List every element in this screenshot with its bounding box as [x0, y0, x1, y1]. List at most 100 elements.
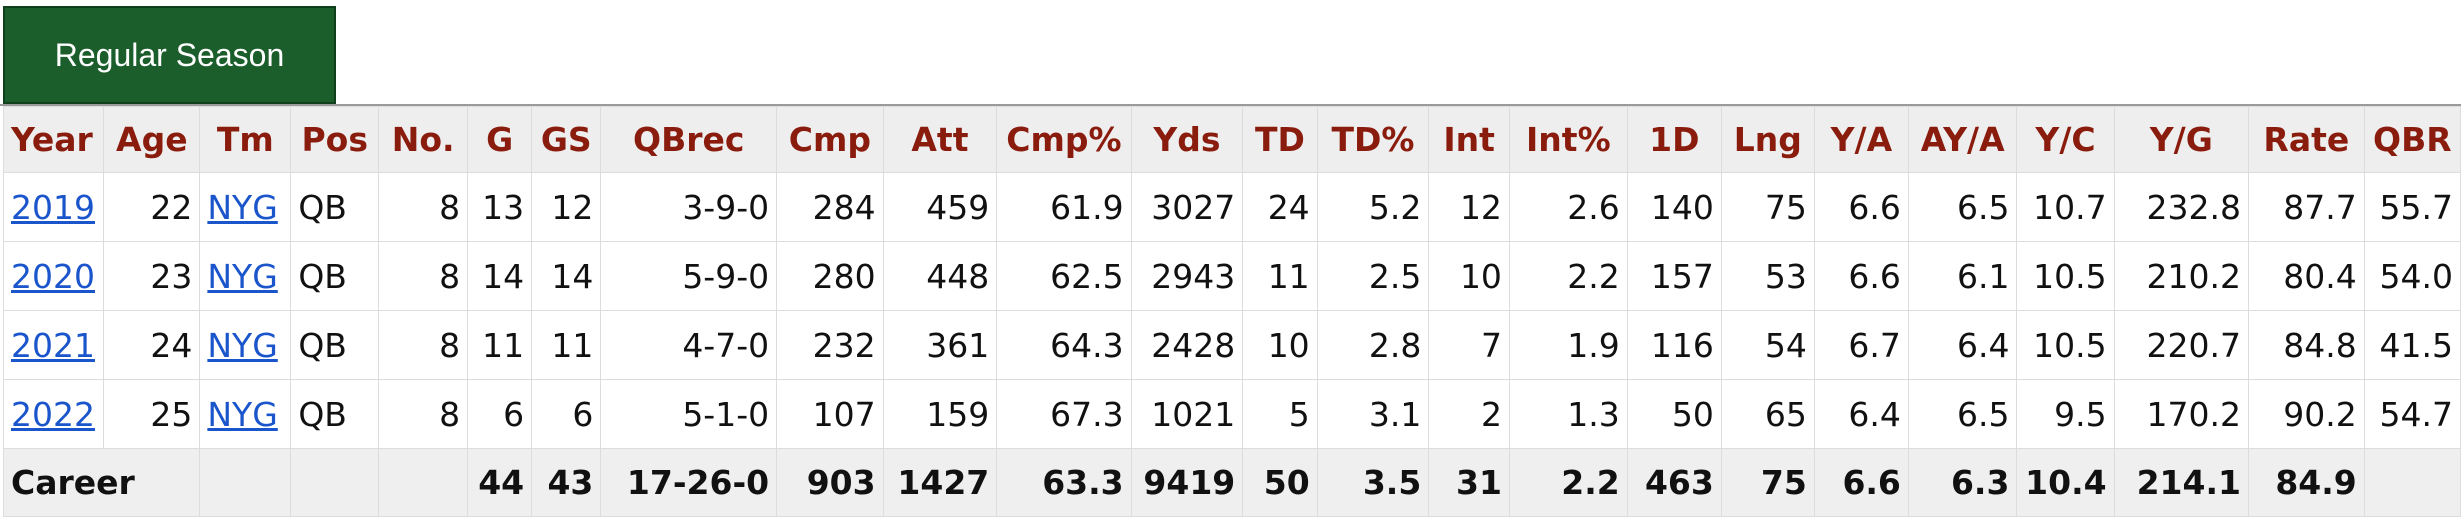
cell-year[interactable]: 2019 [2, 172, 105, 242]
cell-yc: 10.5 [2016, 310, 2115, 380]
cell-team[interactable]: NYG [199, 241, 292, 311]
col-header-year[interactable]: Year [2, 106, 105, 173]
team-link[interactable]: NYG [207, 325, 278, 365]
cell-aya: 6.1 [1907, 241, 2018, 311]
cell-lng: 54 [1720, 310, 1815, 380]
col-header-att[interactable]: Att [882, 106, 998, 173]
cell-qbrec: 3-9-0 [600, 172, 778, 242]
year-link[interactable]: 2021 [11, 325, 95, 365]
cell-yg: 220.7 [2113, 310, 2249, 380]
col-header-qbr[interactable]: QBR [2363, 106, 2461, 173]
col-header-aya[interactable]: AY/A [1907, 106, 2018, 173]
col-header-td-pct[interactable]: TD% [1316, 106, 1430, 173]
cell-team[interactable]: NYG [199, 172, 292, 242]
cell-gs: 6 [531, 379, 602, 449]
cell-team[interactable]: NYG [199, 310, 292, 380]
cell-td: 24 [1242, 172, 1318, 242]
career-td-pct: 3.5 [1316, 448, 1430, 517]
cell-pos: QB [290, 310, 380, 380]
cell-no: 8 [378, 172, 469, 242]
col-header-ya[interactable]: Y/A [1813, 106, 1909, 173]
col-header-int-pct[interactable]: Int% [1508, 106, 1628, 173]
cell-ya: 6.4 [1813, 379, 1909, 449]
cell-cmp: 280 [776, 241, 884, 311]
cell-qbr: 41.5 [2363, 310, 2461, 380]
col-header-int[interactable]: Int [1428, 106, 1510, 173]
cell-cmp-pct: 67.3 [996, 379, 1132, 449]
year-link[interactable]: 2019 [11, 187, 95, 227]
col-header-g[interactable]: G [467, 106, 533, 173]
header-divider [0, 104, 2461, 106]
career-g: 44 [467, 448, 533, 517]
cell-1d: 50 [1626, 379, 1722, 449]
cell-pos: QB [290, 241, 380, 311]
cell-1d: 116 [1626, 310, 1722, 380]
year-link[interactable]: 2022 [11, 394, 95, 434]
cell-int-pct: 1.3 [1508, 379, 1628, 449]
cell-int: 12 [1428, 172, 1510, 242]
cell-att: 159 [882, 379, 998, 449]
team-link[interactable]: NYG [207, 187, 278, 227]
cell-no: 8 [378, 310, 469, 380]
col-header-yds[interactable]: Yds [1130, 106, 1244, 173]
year-link[interactable]: 2020 [11, 256, 95, 296]
col-header-rate[interactable]: Rate [2247, 106, 2365, 173]
cell-qbrec: 5-1-0 [600, 379, 778, 449]
col-header-cmp[interactable]: Cmp [776, 106, 884, 173]
table-row: 2019 22 NYG QB 8 13 12 3-9-0 284 459 61.… [2, 172, 2461, 242]
stats-table: Year Age Tm Pos No. G GS QBrec Cmp Att C… [2, 106, 2461, 517]
cell-yc: 10.5 [2016, 241, 2115, 311]
cell-yc: 10.7 [2016, 172, 2115, 242]
cell-year[interactable]: 2021 [2, 310, 105, 380]
cell-yg: 210.2 [2113, 241, 2249, 311]
team-link[interactable]: NYG [207, 256, 278, 296]
col-header-gs[interactable]: GS [531, 106, 602, 173]
col-header-age[interactable]: Age [103, 106, 201, 173]
col-header-lng[interactable]: Lng [1720, 106, 1815, 173]
cell-qbr: 55.7 [2363, 172, 2461, 242]
col-header-qbrec[interactable]: QBrec [600, 106, 778, 173]
table-row: 2021 24 NYG QB 8 11 11 4-7-0 232 361 64.… [2, 310, 2461, 380]
career-int: 31 [1428, 448, 1510, 517]
cell-no: 8 [378, 379, 469, 449]
cell-yg: 170.2 [2113, 379, 2249, 449]
career-row: Career 44 43 17-26-0 903 1427 63.3 9419 … [2, 448, 2461, 517]
cell-team[interactable]: NYG [199, 379, 292, 449]
cell-ya: 6.6 [1813, 172, 1909, 242]
cell-1d: 157 [1626, 241, 1722, 311]
cell-cmp: 232 [776, 310, 884, 380]
col-header-td[interactable]: TD [1242, 106, 1318, 173]
cell-qbr: 54.7 [2363, 379, 2461, 449]
cell-att: 448 [882, 241, 998, 311]
career-td: 50 [1242, 448, 1318, 517]
cell-qbr: 54.0 [2363, 241, 2461, 311]
career-rate: 84.9 [2247, 448, 2365, 517]
col-header-1d[interactable]: 1D [1626, 106, 1722, 173]
cell-int-pct: 1.9 [1508, 310, 1628, 380]
cell-td-pct: 2.8 [1316, 310, 1430, 380]
cell-int: 2 [1428, 379, 1510, 449]
col-header-no[interactable]: No. [378, 106, 469, 173]
career-label: Career [2, 448, 201, 517]
col-header-tm[interactable]: Tm [199, 106, 292, 173]
col-header-cmp-pct[interactable]: Cmp% [996, 106, 1132, 173]
career-cmp-pct: 63.3 [996, 448, 1132, 517]
cell-age: 24 [103, 310, 201, 380]
col-header-yg[interactable]: Y/G [2113, 106, 2249, 173]
cell-year[interactable]: 2020 [2, 241, 105, 311]
cell-yds: 2943 [1130, 241, 1244, 311]
tab-regular-season[interactable]: Regular Season [3, 6, 336, 104]
col-header-yc[interactable]: Y/C [2016, 106, 2115, 173]
cell-g: 6 [467, 379, 533, 449]
table-header-row: Year Age Tm Pos No. G GS QBrec Cmp Att C… [2, 106, 2461, 173]
cell-g: 13 [467, 172, 533, 242]
cell-ya: 6.6 [1813, 241, 1909, 311]
cell-year[interactable]: 2022 [2, 379, 105, 449]
cell-td: 5 [1242, 379, 1318, 449]
cell-td: 11 [1242, 241, 1318, 311]
cell-age: 22 [103, 172, 201, 242]
col-header-pos[interactable]: Pos [290, 106, 380, 173]
career-yc: 10.4 [2016, 448, 2115, 517]
cell-qbrec: 4-7-0 [600, 310, 778, 380]
team-link[interactable]: NYG [207, 394, 278, 434]
